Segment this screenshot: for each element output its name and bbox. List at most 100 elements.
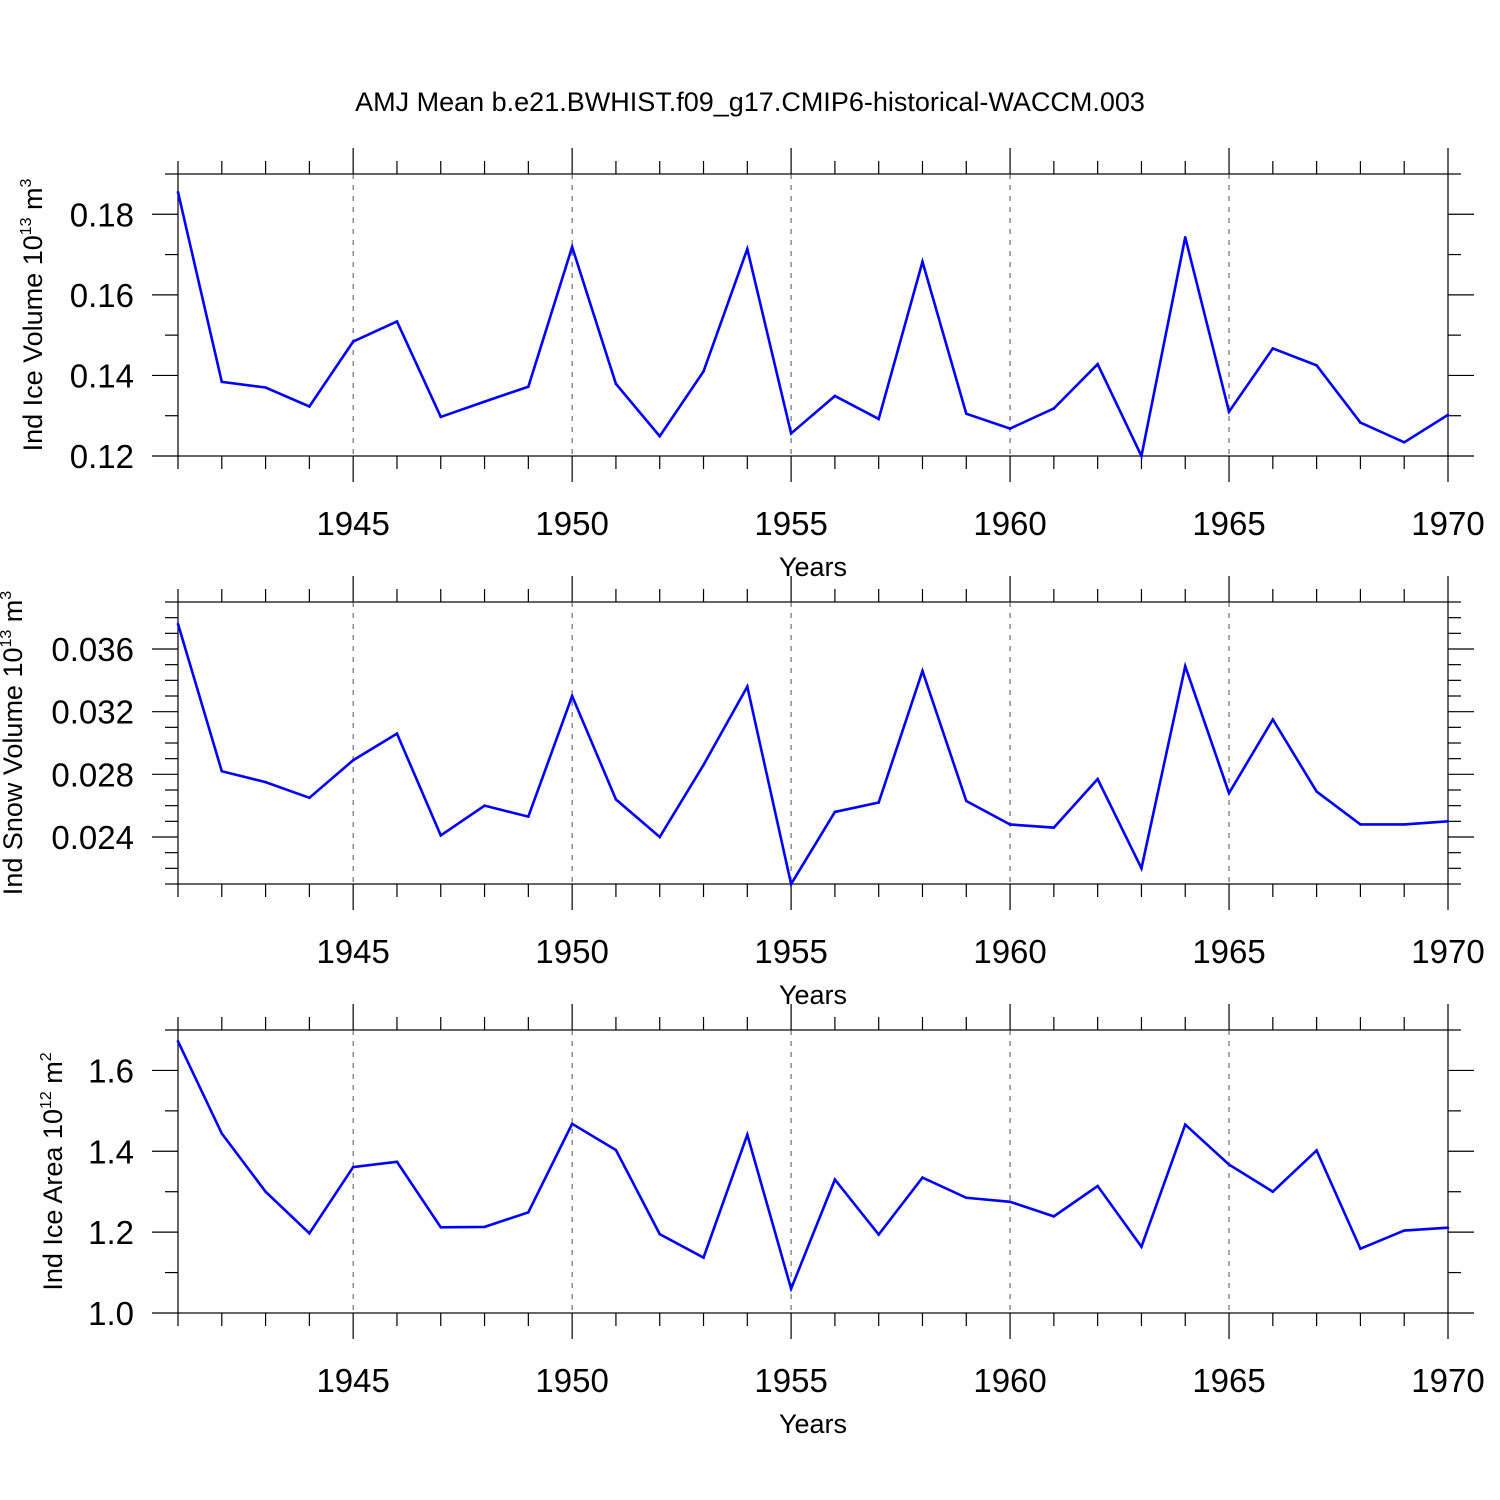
data-point xyxy=(1227,410,1231,413)
data-point xyxy=(1183,235,1187,239)
data-point xyxy=(1183,664,1187,668)
x-tick-label: 1945 xyxy=(316,1362,389,1399)
x-tick-label: 1960 xyxy=(973,1362,1046,1399)
y-tick-label: 0.024 xyxy=(51,819,134,856)
y-tick-label: 0.036 xyxy=(51,631,134,668)
data-point xyxy=(220,1132,224,1135)
data-point xyxy=(921,260,924,264)
data-point xyxy=(483,804,486,807)
data-point xyxy=(264,386,267,389)
y-axis-title-main: Ind Snow Volume 10 xyxy=(0,648,28,896)
data-point xyxy=(1183,1123,1187,1126)
data-point xyxy=(921,1176,924,1179)
y-tick-label: 1.4 xyxy=(88,1133,134,1170)
data-point xyxy=(1052,826,1056,829)
data-point xyxy=(702,1256,705,1259)
series-line xyxy=(176,623,1449,888)
data-point xyxy=(746,247,749,251)
x-tick-label: 1970 xyxy=(1411,933,1484,970)
data-point xyxy=(527,815,530,818)
data-point xyxy=(439,834,443,837)
data-point xyxy=(964,799,968,803)
data-point xyxy=(789,432,793,435)
data-point xyxy=(658,434,662,438)
panels-container: 1945 1950 1955 1960 1965 1970 Years 0.12 0.14 0.1… xyxy=(0,148,1485,1439)
data-point xyxy=(439,415,443,419)
data-point xyxy=(614,798,618,801)
x-axis-title: Years xyxy=(779,980,847,1010)
y-tick-label: 0.12 xyxy=(70,438,134,475)
y-tick-label: 1.0 xyxy=(88,1295,134,1332)
y-axis-title-exponent: 13 xyxy=(18,217,35,235)
y-axis-title: Ind Ice Volume 1013 m3 xyxy=(18,178,48,451)
y-tick-label: 0.14 xyxy=(70,357,134,394)
data-point xyxy=(1446,413,1450,417)
data-point xyxy=(833,810,837,814)
data-point xyxy=(308,405,311,408)
data-point xyxy=(1359,823,1362,826)
x-tick-label: 1950 xyxy=(535,1362,608,1399)
data-point xyxy=(570,1122,574,1126)
data-point xyxy=(1096,1184,1099,1188)
data-point xyxy=(789,1287,793,1291)
x-tick-label: 1950 xyxy=(535,505,608,542)
data-point xyxy=(1315,790,1318,793)
y-tick-label: 0.032 xyxy=(51,694,134,731)
data-point xyxy=(220,380,224,384)
data-point xyxy=(570,245,574,249)
data-point xyxy=(833,394,837,398)
data-point xyxy=(1008,823,1012,826)
y-tick-label: 0.028 xyxy=(51,756,134,793)
x-tick-label: 1970 xyxy=(1411,505,1484,542)
data-point xyxy=(746,1133,749,1137)
data-point xyxy=(1315,364,1318,367)
data-point xyxy=(483,1225,486,1229)
y-axis-title: Ind Ice Area 1012 m2 xyxy=(38,1052,68,1290)
data-point xyxy=(877,417,880,421)
data-point xyxy=(308,1232,311,1235)
data-point xyxy=(527,385,530,389)
data-point xyxy=(1140,1245,1143,1248)
data-point xyxy=(746,685,749,688)
data-point xyxy=(351,1165,355,1169)
y-axis-title-unit: m xyxy=(38,1061,68,1091)
data-point xyxy=(833,1178,837,1181)
data-point xyxy=(1096,777,1099,781)
data-point xyxy=(570,694,574,698)
y-tick-label: 0.18 xyxy=(70,196,134,233)
x-axis-title: Years xyxy=(779,552,847,582)
x-tick-label: 1955 xyxy=(754,1362,827,1399)
x-tick-label: 1945 xyxy=(316,933,389,970)
y-axis-title-exponent: 13 xyxy=(0,630,15,648)
data-point xyxy=(1402,441,1406,444)
data-point xyxy=(395,320,399,323)
data-point xyxy=(1227,791,1231,795)
data-point xyxy=(1446,1226,1450,1229)
x-tick-label: 1950 xyxy=(535,933,608,970)
series-line xyxy=(176,1040,1449,1293)
y-axis-title: Ind Snow Volume 1013 m3 xyxy=(0,591,28,895)
data-point xyxy=(964,412,968,416)
data-point xyxy=(1446,820,1450,823)
plot-frame xyxy=(177,173,1449,457)
x-tick-label: 1970 xyxy=(1411,1362,1484,1399)
data-point xyxy=(264,1190,267,1194)
data-point xyxy=(1402,1229,1406,1232)
y-axis-title-unit: m xyxy=(18,187,48,217)
data-point xyxy=(1140,454,1143,458)
data-point xyxy=(1052,1215,1056,1218)
data-point xyxy=(877,1233,880,1236)
panel-2: 1945 1950 1955 1960 1965 1970 Years 0.024 0.028 0… xyxy=(0,576,1485,1010)
data-point xyxy=(1359,1247,1362,1251)
data-point xyxy=(1096,362,1099,366)
chart-title: AMJ Mean b.e21.BWHIST.f09_g17.CMIP6-hist… xyxy=(355,87,1145,117)
y-axis-title-exponent: 12 xyxy=(38,1091,55,1109)
x-tick-label: 1945 xyxy=(316,505,389,542)
x-tick-label: 1955 xyxy=(754,505,827,542)
data-point xyxy=(176,622,180,626)
data-point xyxy=(176,190,180,194)
data-point xyxy=(351,340,355,343)
y-tick-label: 1.6 xyxy=(88,1052,134,1089)
data-point xyxy=(1008,427,1012,430)
